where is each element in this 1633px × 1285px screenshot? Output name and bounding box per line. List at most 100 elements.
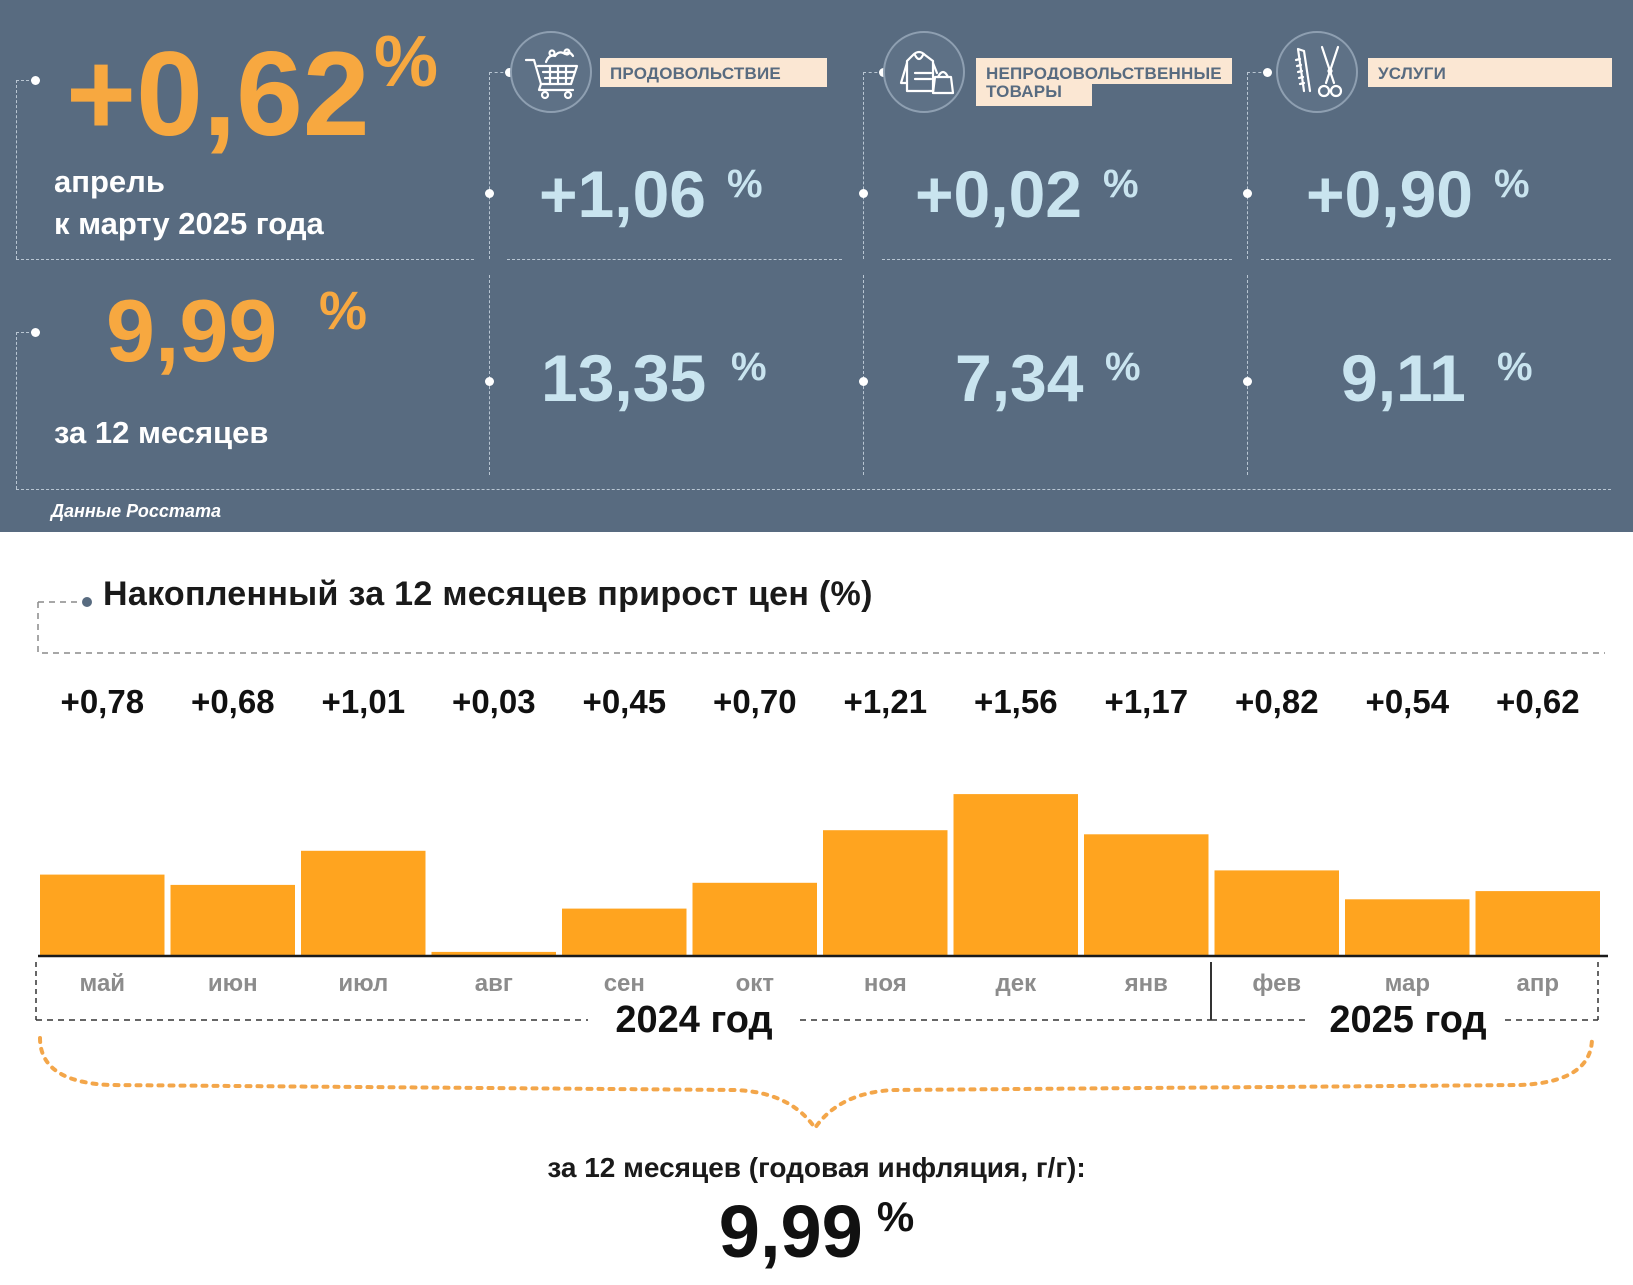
bar-фев bbox=[1214, 870, 1339, 955]
divider bbox=[882, 259, 1232, 260]
category-tag-nonfood-line2: ТОВАРЫ bbox=[976, 80, 1092, 106]
chart-title: Накопленный за 12 месяцев прирост цен (%… bbox=[103, 575, 873, 613]
connector-dot bbox=[505, 68, 514, 77]
food-monthly-pct: % bbox=[727, 162, 763, 206]
month-label-мар: мар bbox=[1385, 970, 1430, 997]
value-label-май: +0,78 bbox=[61, 683, 145, 720]
month-label-окт: окт bbox=[736, 970, 775, 997]
connector-dot bbox=[859, 377, 868, 386]
bar-июн bbox=[170, 884, 295, 955]
month-label-дек: дек bbox=[996, 970, 1038, 997]
bar-сен bbox=[562, 908, 687, 955]
divider bbox=[1261, 259, 1611, 260]
value-label-апр: +0,62 bbox=[1496, 683, 1580, 720]
monthly-inflation-value: +0,62 bbox=[66, 27, 370, 161]
services-monthly-value: +0,90 bbox=[1306, 157, 1473, 231]
bar-апр bbox=[1475, 891, 1600, 955]
connector-dot bbox=[1243, 377, 1252, 386]
divider bbox=[16, 332, 17, 489]
annual-inflation-value: 9,99 bbox=[106, 281, 278, 380]
bar-дек bbox=[953, 794, 1078, 955]
year-label-2024: 2024 год bbox=[615, 999, 772, 1041]
annual-inflation-pct: % bbox=[319, 281, 368, 341]
connector-dot bbox=[31, 76, 40, 85]
divider bbox=[16, 80, 34, 81]
divider bbox=[16, 259, 474, 260]
summary-panel: +0,62 % апрель к марту 2025 года 9,99 % … bbox=[0, 0, 1633, 532]
services-annual-pct: % bbox=[1497, 345, 1533, 389]
comb-scissors-icon bbox=[1276, 31, 1358, 113]
nonfood-monthly-value: +0,02 bbox=[915, 157, 1082, 231]
connector-dot bbox=[31, 328, 40, 337]
month-label-сен: сен bbox=[604, 970, 645, 997]
food-annual-value: 13,35 bbox=[541, 341, 707, 415]
month-label-июл: июл bbox=[338, 970, 388, 997]
month-label-янв: янв bbox=[1124, 970, 1168, 997]
annual-total-value: 9,99 bbox=[718, 1190, 863, 1273]
divider bbox=[863, 72, 883, 73]
divider bbox=[863, 275, 864, 475]
value-label-окт: +0,70 bbox=[713, 683, 797, 720]
divider bbox=[507, 259, 842, 260]
divider bbox=[1247, 72, 1248, 259]
value-label-авг: +0,03 bbox=[452, 683, 536, 720]
bar-окт bbox=[692, 882, 817, 955]
food-annual-pct: % bbox=[731, 345, 767, 389]
bar-июл bbox=[301, 850, 426, 955]
divider bbox=[16, 80, 17, 259]
month-label-апр: апр bbox=[1517, 970, 1560, 997]
value-label-мар: +0,54 bbox=[1366, 683, 1450, 720]
month-label-фев: фев bbox=[1252, 970, 1301, 997]
bars bbox=[40, 794, 1600, 955]
connector-dot bbox=[859, 189, 868, 198]
value-label-фев: +0,82 bbox=[1235, 683, 1319, 720]
month-label-май: май bbox=[80, 970, 126, 997]
category-tag-nonfood: НЕПРОДОВОЛЬСТВЕННЫЕ bbox=[976, 58, 1232, 84]
bar-май bbox=[40, 874, 165, 955]
title-bracket bbox=[37, 602, 1605, 654]
food-monthly-value: +1,06 bbox=[539, 157, 706, 231]
monthly-label-line2: к марту 2025 года bbox=[54, 206, 324, 241]
nonfood-annual-value: 7,34 bbox=[955, 341, 1084, 415]
services-annual-value: 9,11 bbox=[1341, 341, 1466, 415]
bar-мар bbox=[1345, 899, 1470, 955]
value-label-янв: +1,17 bbox=[1105, 683, 1189, 720]
divider bbox=[863, 72, 864, 259]
divider bbox=[489, 72, 509, 73]
source-note: Данные Росстата bbox=[51, 501, 221, 521]
clothes-bag-icon bbox=[883, 31, 965, 113]
bar-ноя bbox=[823, 830, 948, 955]
services-monthly-pct: % bbox=[1494, 162, 1530, 206]
connector-dot bbox=[485, 377, 494, 386]
nonfood-monthly-pct: % bbox=[1103, 162, 1139, 206]
divider bbox=[1247, 275, 1248, 475]
value-label-июл: +1,01 bbox=[322, 683, 406, 720]
connector-dot bbox=[1243, 189, 1252, 198]
annual-total-pct: % bbox=[876, 1193, 915, 1240]
value-label-ноя: +1,21 bbox=[844, 683, 928, 720]
divider bbox=[16, 332, 34, 333]
annual-label: за 12 месяцев bbox=[54, 415, 269, 450]
monthly-label-line1: апрель bbox=[54, 164, 165, 199]
annual-brace bbox=[38, 1036, 1594, 1132]
monthly-inflation-pct: % bbox=[374, 22, 439, 102]
category-tag-food: ПРОДОВОЛЬСТВИЕ bbox=[600, 58, 827, 87]
value-labels: +0,78 +0,68 +1,01 +0,03 +0,45 +0,70 +1,21 +1,56… bbox=[61, 683, 1580, 720]
month-label-авг: авг bbox=[475, 970, 513, 997]
value-label-июн: +0,68 bbox=[191, 683, 275, 720]
category-tag-services: УСЛУГИ bbox=[1368, 58, 1612, 87]
bar-авг bbox=[431, 951, 556, 955]
divider bbox=[1247, 72, 1267, 73]
year-brackets: 2024 год 2025 год bbox=[35, 962, 1599, 1041]
title-dot bbox=[82, 597, 92, 607]
divider bbox=[16, 489, 1611, 490]
divider bbox=[489, 72, 490, 259]
shopping-cart-icon bbox=[510, 31, 592, 113]
nonfood-annual-pct: % bbox=[1105, 345, 1141, 389]
value-label-сен: +0,45 bbox=[583, 683, 667, 720]
month-label-июн: июн bbox=[208, 970, 258, 997]
connector-dot bbox=[1263, 68, 1272, 77]
bar-chart: +0,78 +0,68 +1,01 +0,03 +0,45 +0,70 +1,21 +1,56… bbox=[35, 597, 1608, 1132]
annual-caption: за 12 месяцев (годовая инфляция, г/г): bbox=[547, 1152, 1086, 1183]
divider bbox=[489, 275, 490, 475]
